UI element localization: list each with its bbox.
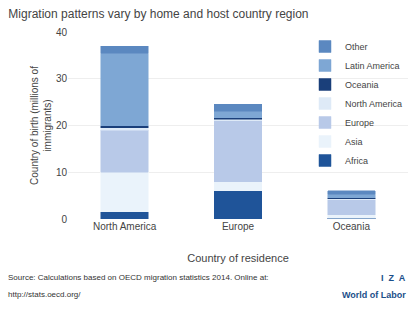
svg-text:Migration patterns vary by hom: Migration patterns vary by home and host… xyxy=(8,7,308,21)
svg-text:Country of birth (millions ofi: Country of birth (millions ofimmigrants) xyxy=(29,66,53,185)
svg-text:10: 10 xyxy=(56,167,68,178)
svg-text:Asia: Asia xyxy=(345,137,363,147)
svg-text:Other: Other xyxy=(345,42,368,52)
svg-text:Latin America: Latin America xyxy=(345,61,400,71)
svg-text:http://stats.oecd.org/: http://stats.oecd.org/ xyxy=(8,290,81,299)
svg-text:Africa: Africa xyxy=(345,156,368,166)
svg-text:North America: North America xyxy=(93,221,157,232)
svg-text:Source: Calculations based on: Source: Calculations based on OECD migra… xyxy=(8,273,269,282)
svg-text:0: 0 xyxy=(61,214,67,225)
svg-text:Europe: Europe xyxy=(222,221,255,232)
svg-text:North America: North America xyxy=(345,99,402,109)
svg-text:Country of residence: Country of residence xyxy=(187,252,289,264)
svg-text:30: 30 xyxy=(56,73,68,84)
svg-text:20: 20 xyxy=(56,120,68,131)
svg-text:Oceania: Oceania xyxy=(345,80,379,90)
svg-text:I Z A: I Z A xyxy=(381,273,406,283)
svg-text:World of Labor: World of Labor xyxy=(342,290,406,300)
svg-text:40: 40 xyxy=(56,27,68,38)
svg-text:Oceania: Oceania xyxy=(333,221,371,232)
svg-text:Europe: Europe xyxy=(345,118,374,128)
